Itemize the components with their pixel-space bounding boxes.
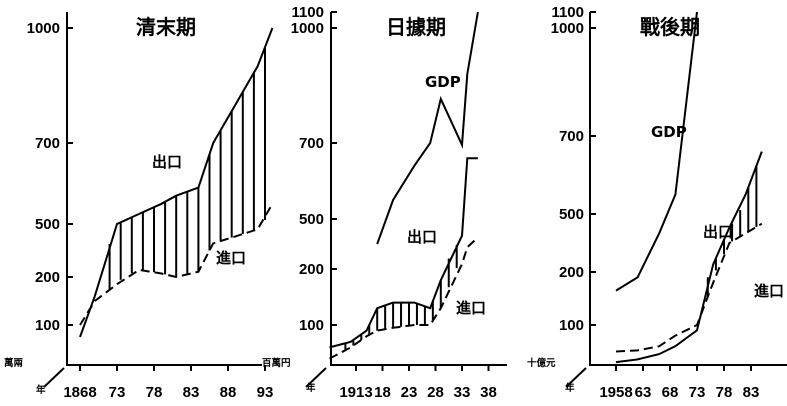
panel-postwar-export-label: 出口 [703, 223, 733, 241]
x-tick-label: 28 [427, 384, 444, 401]
y-tick-label: 200 [299, 261, 324, 278]
y-tick-label: 500 [299, 211, 324, 228]
panel-japanese-rule-axes [330, 12, 507, 366]
panel-japanese-rule-import-label: 進口 [456, 299, 486, 317]
panel-postwar-gdp-label: GDP [651, 123, 687, 141]
panel-japanese-rule-export-label: 出口 [407, 228, 437, 246]
y-tick-label: 100 [559, 317, 584, 334]
y-tick-label: 700 [35, 135, 60, 152]
panel-qing-y-unit: 萬兩 [4, 357, 24, 369]
x-tick-label: 88 [220, 384, 237, 401]
x-tick-label: 93 [257, 384, 274, 401]
y-tick-label: 200 [35, 269, 60, 286]
y-tick-label: 700 [299, 135, 324, 152]
panel-japanese-rule-trade-balance-hatch [344, 244, 458, 351]
y-tick-label: 1100 [551, 4, 584, 21]
x-tick-label: 38 [480, 384, 497, 401]
x-tick-label: 63 [635, 384, 652, 401]
panel-qing: 清末期 萬兩 年 100 200 500 700 1000 1868 73 78 83 88 93… [4, 12, 273, 401]
gdp-line [615, 11, 698, 292]
y-tick-label: 1100 [291, 4, 324, 21]
x-tick-label: 78 [716, 384, 733, 401]
x-tick-label: 1868 [63, 384, 96, 401]
panel-postwar-x-ticks: 1958 63 68 73 78 83 [599, 365, 759, 401]
x-tick-label: 78 [146, 384, 163, 401]
panel-qing-series [79, 27, 274, 338]
panel-postwar-import-label: 進口 [754, 282, 784, 300]
x-tick-label: 83 [183, 384, 200, 401]
panel-japanese-rule-title: 日據期 [386, 15, 446, 39]
panel-japanese-rule-x-ticks: 1913 18 23 28 33 38 [339, 365, 497, 401]
panel-qing-x-unit: 年 [36, 384, 46, 396]
panel-qing-y-ticks: 100 200 500 700 1000 [27, 20, 73, 334]
panel-japanese-rule-axis-break [305, 367, 327, 388]
export-line [615, 151, 763, 364]
panel-postwar-axes [589, 12, 787, 366]
panel-qing-x-ticks: 1868 73 78 83 88 93 [63, 365, 273, 401]
y-tick-label: 500 [35, 216, 60, 233]
panel-japanese-rule-series [329, 11, 479, 360]
x-tick-label: 1958 [599, 384, 632, 401]
x-tick-label: 33 [454, 384, 471, 401]
import-line [329, 236, 479, 360]
panel-postwar-title: 戰後期 [640, 15, 700, 39]
panel-qing-export-label: 出口 [152, 153, 182, 171]
panel-postwar-series [615, 11, 763, 364]
import-line [79, 203, 274, 326]
x-tick-label: 1913 [339, 384, 372, 401]
panel-postwar-axis-break [565, 367, 587, 388]
panel-japanese-rule-y-unit: 百萬円 [262, 357, 291, 369]
export-line [329, 157, 478, 349]
x-tick-label: 68 [662, 384, 679, 401]
panel-postwar-y-unit: 十億元 [527, 357, 556, 369]
y-tick-label: 200 [559, 264, 584, 281]
y-tick-label: 1000 [551, 20, 584, 37]
panel-japanese-rule-x-unit: 年 [306, 382, 316, 394]
panel-qing-trade-balance-hatch [108, 47, 266, 290]
y-tick-label: 700 [559, 128, 584, 145]
y-tick-label: 100 [35, 317, 60, 334]
x-tick-label: 18 [374, 384, 391, 401]
x-tick-label: 83 [743, 384, 760, 401]
y-tick-label: 100 [299, 317, 324, 334]
export-line [79, 27, 274, 338]
import-line [615, 222, 763, 353]
y-tick-label: 500 [559, 206, 584, 223]
x-tick-label: 73 [109, 384, 126, 401]
panel-qing-title: 清末期 [136, 15, 196, 39]
gdp-line [376, 11, 479, 245]
x-tick-label: 73 [689, 384, 706, 401]
panel-qing-axis-break [43, 367, 65, 388]
x-tick-label: 23 [401, 384, 418, 401]
panel-postwar-x-unit: 年 [565, 382, 575, 394]
panel-qing-axes [66, 12, 262, 366]
y-tick-label: 1000 [291, 20, 324, 37]
panel-japanese-rule-gdp-label: GDP [425, 73, 461, 91]
panel-qing-import-label: 進口 [216, 249, 246, 267]
y-tick-label: 1000 [27, 20, 60, 37]
